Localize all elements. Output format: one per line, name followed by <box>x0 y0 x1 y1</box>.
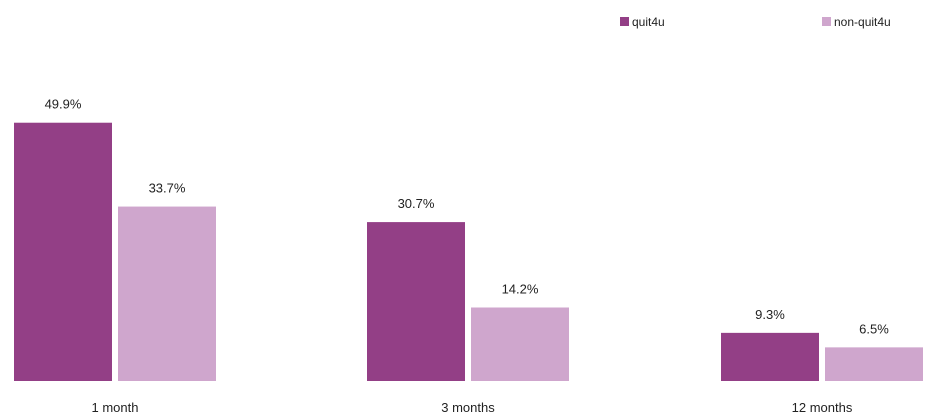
value-label-quit4u-1-month: 49.9% <box>45 97 82 112</box>
bar-non-quit4u-12-months <box>825 347 923 381</box>
legend-label-quit4u: quit4u <box>632 15 665 29</box>
legend: quit4u non-quit4u <box>620 15 891 29</box>
value-label-quit4u-3-months: 30.7% <box>398 196 435 211</box>
bar-quit4u-12-months <box>721 332 819 381</box>
legend-label-non-quit4u: non-quit4u <box>834 15 891 29</box>
value-label-non-quit4u-3-months: 14.2% <box>502 282 539 297</box>
category-labels: 1 month 3 months 12 months <box>92 400 853 415</box>
bar-quit4u-3-months <box>367 222 465 381</box>
category-label-12-months: 12 months <box>792 400 853 415</box>
legend-swatch-non-quit4u <box>822 17 831 26</box>
bars <box>14 122 923 382</box>
category-label-3-months: 3 months <box>441 400 495 415</box>
value-labels: 49.9% 33.7% 30.7% 14.2% 9.3% 6.5% <box>45 97 890 337</box>
legend-swatch-quit4u <box>620 17 629 26</box>
category-label-1-month: 1 month <box>92 400 139 415</box>
value-label-non-quit4u-1-month: 33.7% <box>149 181 186 196</box>
value-label-quit4u-12-months: 9.3% <box>755 307 785 322</box>
bar-non-quit4u-3-months <box>471 307 569 381</box>
bar-quit4u-1-month <box>14 122 112 382</box>
bar-non-quit4u-1-month <box>118 206 216 381</box>
value-label-non-quit4u-12-months: 6.5% <box>859 321 889 336</box>
